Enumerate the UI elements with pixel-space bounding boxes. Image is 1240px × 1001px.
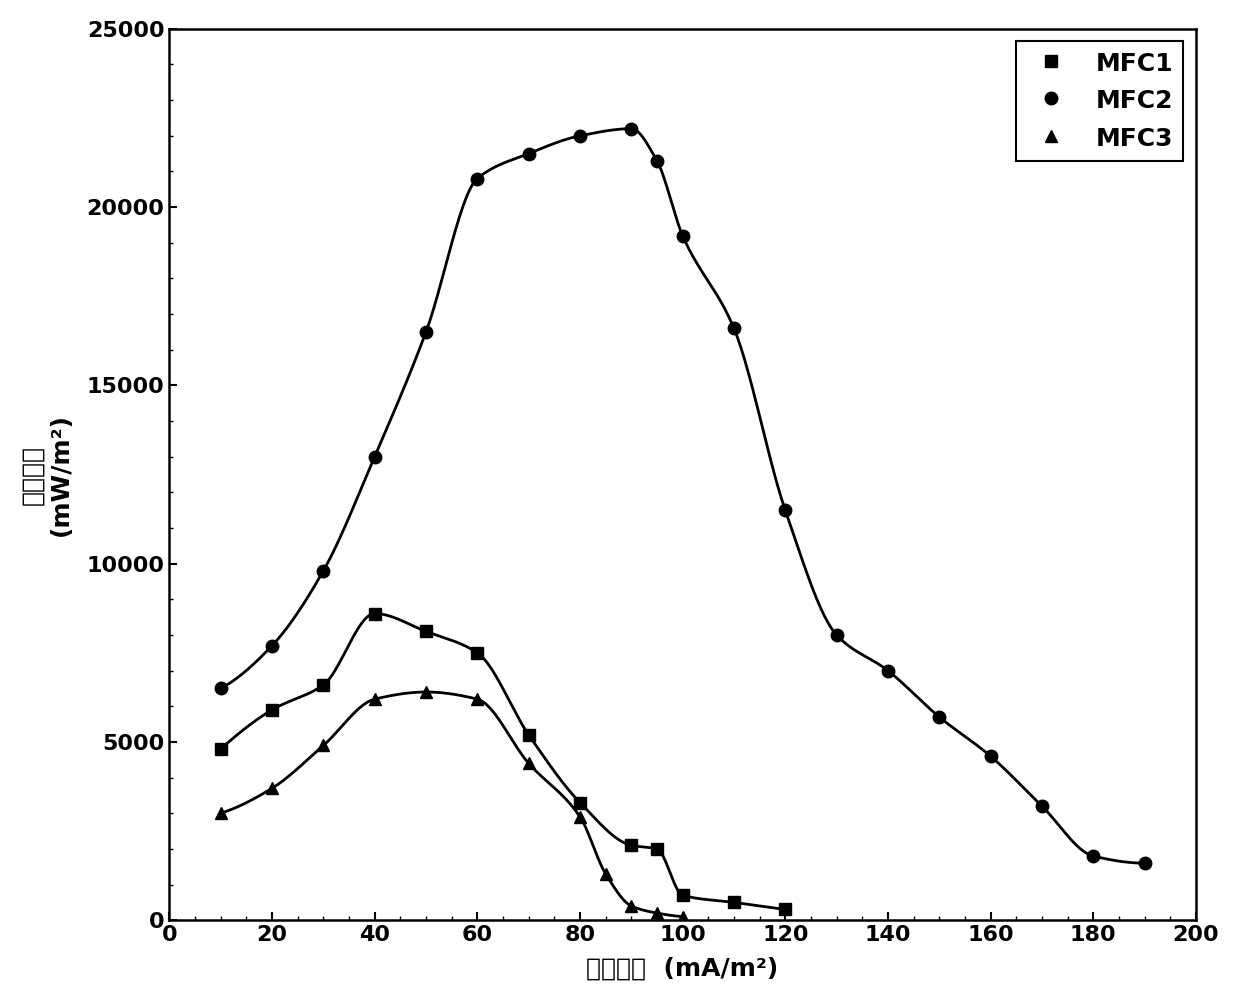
MFC2 — [650, 155, 665, 167]
MFC1 — [470, 647, 485, 659]
MFC2 — [830, 629, 844, 641]
MFC2 — [419, 326, 434, 338]
MFC3 — [624, 900, 639, 912]
MFC2 — [573, 130, 588, 142]
MFC2 — [1086, 850, 1101, 862]
MFC1 — [521, 729, 536, 741]
MFC2 — [521, 147, 536, 159]
MFC2 — [880, 665, 895, 677]
MFC2 — [367, 450, 382, 462]
MFC3 — [470, 693, 485, 705]
MFC3 — [573, 811, 588, 823]
MFC3 — [598, 868, 613, 880]
MFC1 — [675, 889, 689, 901]
MFC1 — [650, 843, 665, 855]
X-axis label: 电流密度  (mA/m²): 电流密度 (mA/m²) — [587, 956, 779, 980]
Line: MFC1: MFC1 — [215, 608, 791, 916]
MFC3 — [367, 693, 382, 705]
MFC1 — [624, 839, 639, 851]
MFC2 — [675, 229, 689, 241]
MFC1 — [419, 626, 434, 638]
MFC2 — [1137, 857, 1152, 869]
MFC2 — [931, 711, 946, 723]
MFC3 — [521, 758, 536, 770]
Line: MFC3: MFC3 — [215, 686, 689, 923]
MFC2 — [316, 565, 331, 577]
MFC1 — [264, 704, 279, 716]
MFC1 — [727, 896, 742, 908]
MFC3 — [419, 686, 434, 698]
MFC1 — [213, 743, 228, 755]
MFC2 — [470, 172, 485, 184]
MFC3 — [264, 782, 279, 794]
MFC2 — [213, 683, 228, 695]
MFC3 — [316, 740, 331, 752]
MFC3 — [213, 807, 228, 819]
MFC2 — [1034, 800, 1049, 812]
MFC3 — [650, 907, 665, 919]
Line: MFC2: MFC2 — [215, 122, 1151, 870]
MFC2 — [983, 750, 998, 762]
MFC2 — [624, 123, 639, 135]
MFC1 — [573, 797, 588, 809]
MFC2 — [777, 505, 792, 517]
MFC3 — [675, 911, 689, 923]
Legend: MFC1, MFC2, MFC3: MFC1, MFC2, MFC3 — [1016, 41, 1183, 160]
MFC1 — [777, 904, 792, 916]
MFC1 — [367, 608, 382, 620]
Y-axis label: 功率密度
(mW/m²): 功率密度 (mW/m²) — [21, 413, 73, 536]
MFC2 — [264, 640, 279, 652]
MFC2 — [727, 322, 742, 334]
MFC1 — [316, 679, 331, 691]
